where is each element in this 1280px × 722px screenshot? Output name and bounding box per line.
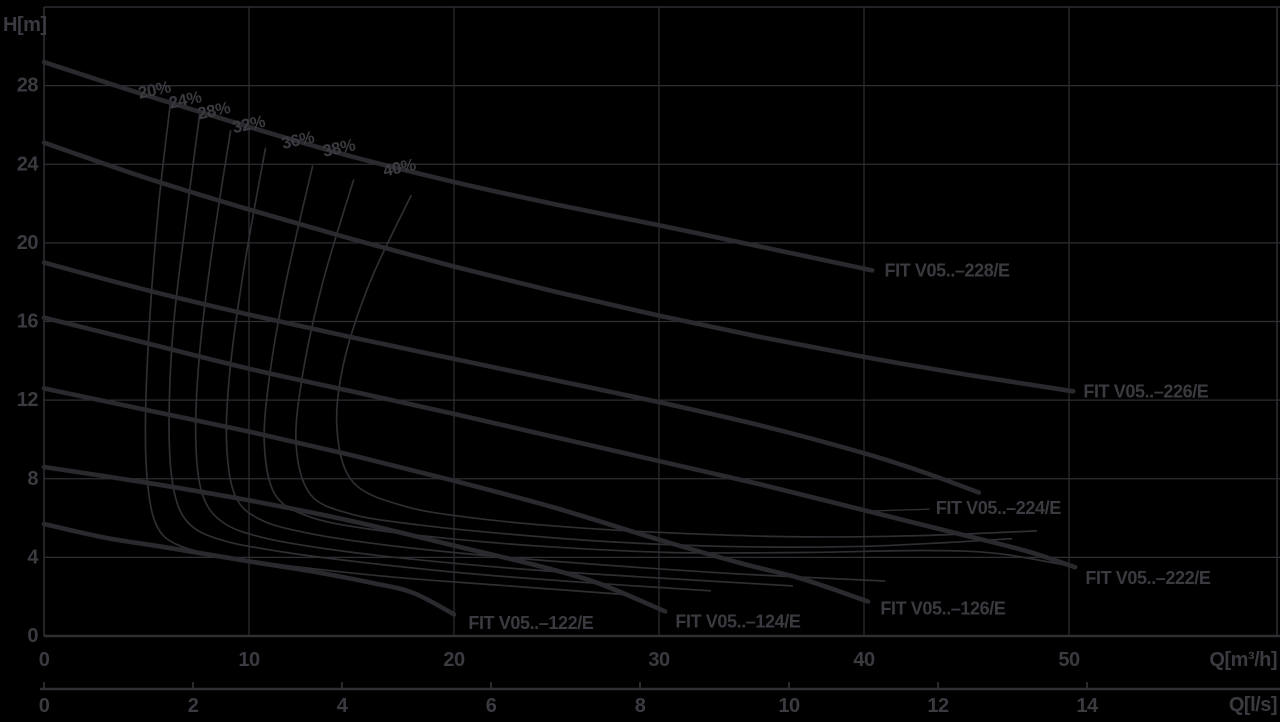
pump-curve — [41, 140, 1076, 394]
pump-curve-label: FIT V05..–226/E — [1083, 381, 1208, 401]
pump-curve — [41, 464, 668, 614]
pump-curves-layer — [41, 59, 1078, 617]
pump-curve-label: FIT V05..–228/E — [885, 260, 1010, 280]
pump-curve — [41, 260, 982, 495]
efficiency-curve — [168, 112, 712, 592]
y-axis-unit-label: H[m] — [3, 14, 47, 36]
x-axis-secondary-tick-label: 14 — [1076, 695, 1099, 717]
y-axis-tick-label: 20 — [17, 232, 39, 254]
pump-curve — [41, 59, 875, 273]
frame-layer — [40, 6, 1280, 691]
y-axis-tick-label: 0 — [27, 625, 38, 647]
grid-layer — [44, 7, 1280, 636]
pump-curve-label: FIT V05..–224/E — [936, 498, 1061, 518]
efficiency-label: 40% — [381, 155, 417, 180]
y-axis-tick-label: 12 — [17, 389, 39, 411]
x-axis-secondary-tick-label: 8 — [635, 695, 646, 717]
efficiency-label: 32% — [231, 112, 267, 137]
x-axis-primary-tick-label: 0 — [39, 649, 50, 671]
pump-curve — [41, 315, 1078, 570]
x-axis-secondary-tick-label: 2 — [188, 695, 199, 717]
efficiency-curves-layer — [144, 96, 1072, 596]
y-axis-tick-label: 8 — [27, 468, 38, 490]
x-axis-primary-tick-label: 10 — [238, 649, 260, 671]
efficiency-curve — [144, 96, 630, 596]
x-axis-primary-tick-label: 30 — [648, 649, 670, 671]
pump-curve — [41, 521, 457, 617]
efficiency-label: 36% — [280, 127, 316, 152]
y-axis-tick-label: 24 — [17, 153, 40, 175]
x-axis-secondary-tick-label: 0 — [39, 695, 50, 717]
x-axis-secondary-tick-label: 6 — [486, 695, 497, 717]
x-axis-primary-tick-label: 40 — [853, 649, 875, 671]
pump-curve-label: FIT V05..–222/E — [1085, 568, 1210, 588]
efficiency-curve — [194, 130, 794, 587]
x-axis-primary-tick-label: 50 — [1058, 649, 1080, 671]
x-axis-secondary-tick-label: 12 — [927, 695, 949, 717]
curve-labels-layer: 20%24%28%32%36% 38%40%FIT V05..–228/EFIT … — [136, 77, 1211, 633]
pump-curve-label: FIT V05..–124/E — [675, 611, 800, 631]
y-axis-tick-label: 16 — [17, 311, 39, 333]
x-axis-secondary-tick-label: 4 — [337, 695, 349, 717]
y-axis-tick-label: 4 — [27, 546, 39, 568]
y-axis-tick-label: 28 — [17, 75, 39, 97]
x-axis-secondary-tick-label: 10 — [778, 695, 800, 717]
pump-curve-label: FIT V05..–122/E — [468, 613, 593, 633]
axis-units-layer: H[m] Q[m³/h] Q[l/s] — [3, 14, 1278, 716]
pump-curve-label: FIT V05..–126/E — [880, 598, 1005, 618]
x-axis-secondary-unit-label: Q[l/s] — [1229, 694, 1277, 716]
pump-curve — [41, 386, 871, 604]
efficiency-curve — [335, 194, 1038, 538]
x-axis-primary-unit-label: Q[m³/h] — [1209, 649, 1277, 671]
efficiency-curve — [263, 165, 1072, 568]
x-axis-primary-tick-label: 20 — [443, 649, 465, 671]
efficiency-curve — [225, 147, 886, 582]
efficiency-curve — [295, 179, 1013, 548]
